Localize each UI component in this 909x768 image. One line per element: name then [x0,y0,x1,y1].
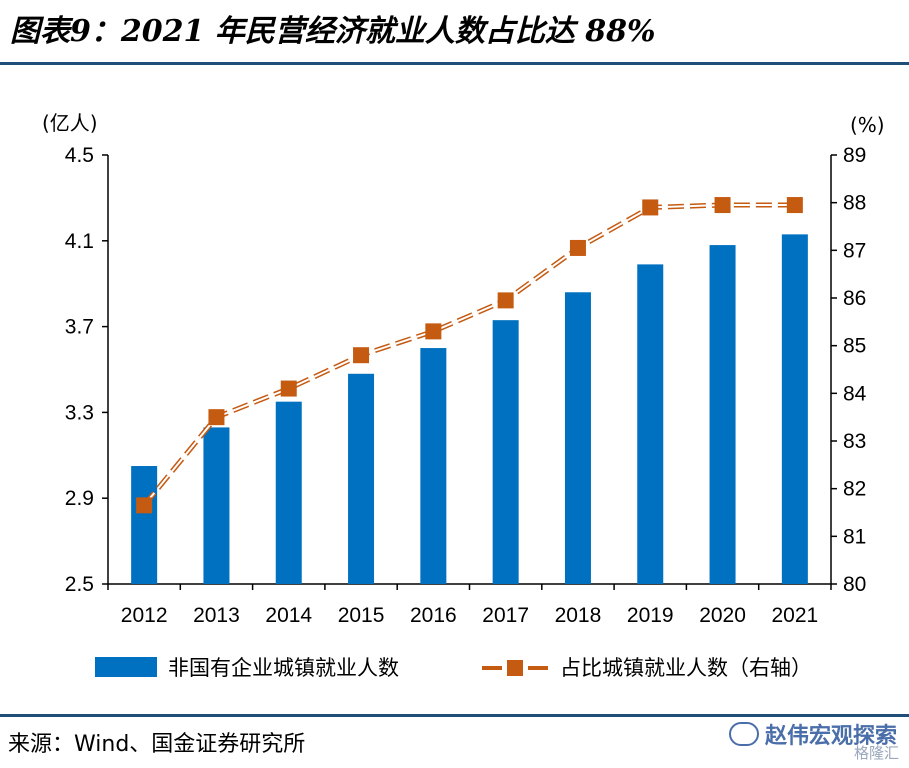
left-tick-label: 3.7 [65,316,94,339]
x-tick-label: 2020 [699,604,746,627]
axes: 4.5 4.1 3.7 3.3 2.9 2.5 89 88 87 86 85 84 83 82 81 80 (亿… [42,111,885,627]
right-tick-label: 85 [843,335,866,358]
bar [492,320,519,584]
legend-line-label: 占比城镇就业人数（右轴） [560,656,812,680]
legend-bar-swatch [95,657,157,677]
right-tick-label: 81 [843,525,866,548]
bar [564,292,591,584]
right-tick-label: 88 [843,192,866,215]
bar [637,264,664,584]
source-note: 来源：Wind、国金证券研究所 [8,732,306,757]
chart-title: 图表9：2021 年民营经济就业人数占比达 88% [10,14,656,49]
legend: 非国有企业城镇就业人数 占比城镇就业人数（右轴） [95,656,812,680]
x-tick-label: 2014 [265,604,312,627]
bar [781,234,808,585]
bar [348,373,375,584]
x-tick-label: 2015 [338,604,385,627]
top-rule [0,62,909,65]
left-tick-label: 4.1 [65,230,94,253]
right-tick-label: 89 [843,144,866,167]
left-tick-label: 2.9 [65,487,94,510]
line-marker [642,199,659,216]
legend-line-marker [507,660,523,676]
wechat-logo-icon [728,722,759,746]
x-tick-label: 2013 [193,604,240,627]
line-marker [425,323,442,340]
left-tick-label: 4.5 [65,144,94,167]
line-marker [136,497,153,514]
right-tick-label: 86 [843,287,866,310]
x-tick-label: 2019 [627,604,674,627]
line-marker [497,292,514,309]
x-tick-label: 2016 [410,604,457,627]
bar [203,427,230,584]
chart: 4.5 4.1 3.7 3.3 2.9 2.5 89 88 87 86 85 84 83 82 81 80 (亿… [42,111,885,680]
x-tick-label: 2012 [121,604,168,627]
bar [420,348,447,584]
bar [709,245,736,584]
left-axis-unit: (亿人) [42,111,98,135]
line-series [136,197,803,514]
x-tick-label: 2018 [555,604,602,627]
line-marker [714,197,731,214]
watermark: 赵伟宏观探索 [728,718,897,750]
right-tick-label: 87 [843,239,866,262]
line-marker [280,380,297,397]
legend-bar-label: 非国有企业城镇就业人数 [168,656,399,680]
line-marker [786,197,803,214]
watermark-label: 赵伟宏观探索 [764,724,897,749]
line-marker [569,239,586,256]
bottom-rule [0,714,909,717]
right-tick-label: 82 [843,478,866,501]
bar [131,466,158,584]
x-tick-label: 2017 [482,604,529,627]
right-tick-label: 80 [843,573,866,596]
x-tick-label: 2021 [771,604,818,627]
series-line-outer [142,202,795,507]
bar [275,401,302,584]
line-marker [353,347,370,364]
left-tick-label: 2.5 [65,573,94,596]
right-tick-label: 84 [843,382,867,405]
line-marker [208,409,225,426]
left-tick-label: 3.3 [65,401,94,424]
watermark-sub: 格隆汇 [853,744,899,762]
bar-series [131,234,808,585]
right-axis-unit: (%) [850,113,885,137]
series-line-inner [143,204,795,506]
right-tick-label: 83 [843,430,866,453]
